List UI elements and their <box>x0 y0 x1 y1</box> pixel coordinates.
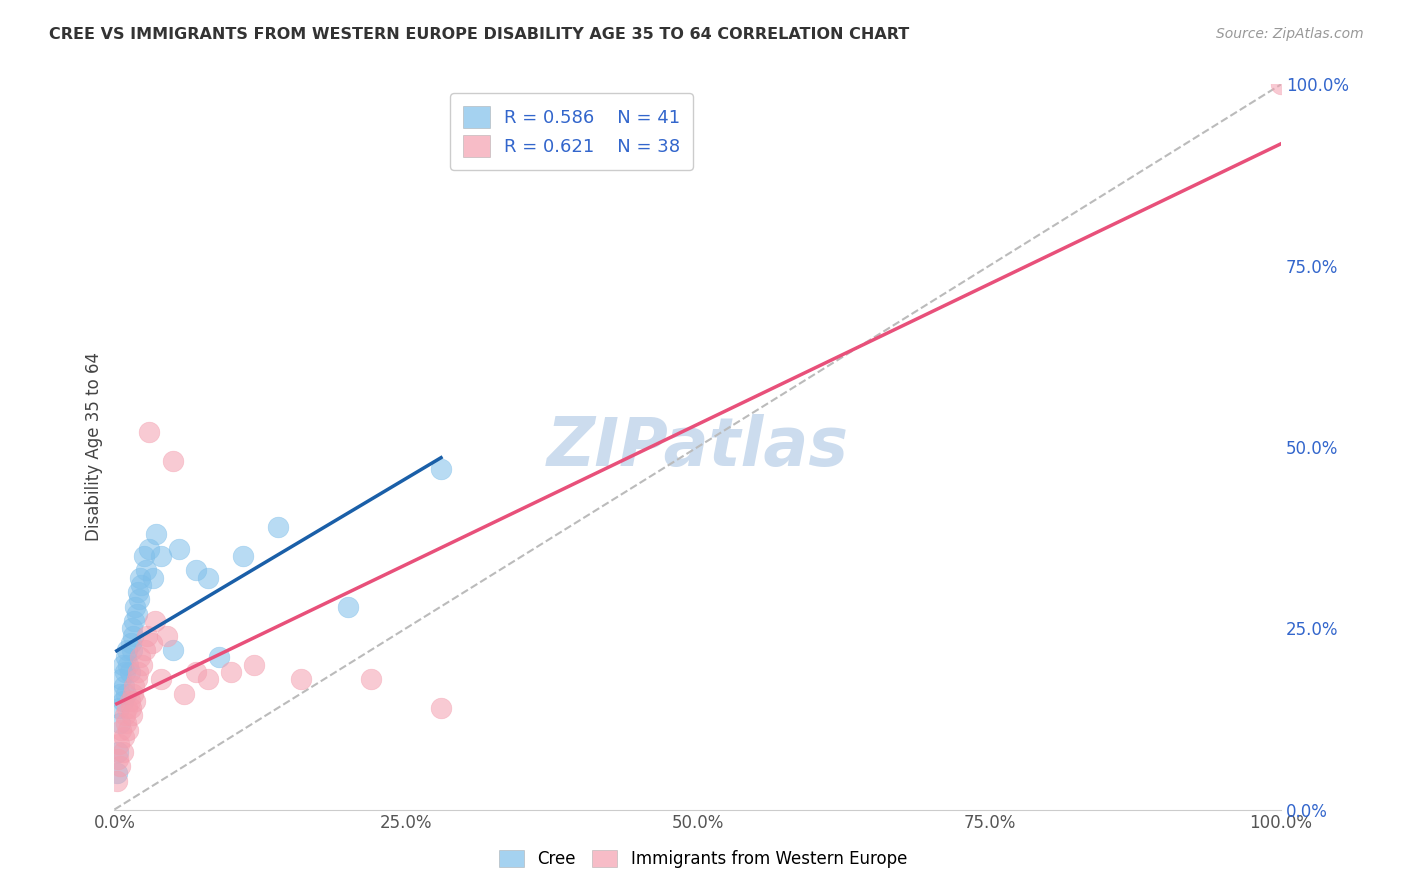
Point <box>131 657 153 672</box>
Point <box>122 614 145 628</box>
Point <box>143 614 166 628</box>
Point <box>156 628 179 642</box>
Point <box>125 607 148 621</box>
Point <box>120 701 142 715</box>
Point <box>162 643 184 657</box>
Point <box>122 686 145 700</box>
Point <box>114 708 136 723</box>
Point <box>105 766 128 780</box>
Point <box>127 585 149 599</box>
Point <box>122 628 145 642</box>
Point <box>430 701 453 715</box>
Point <box>125 672 148 686</box>
Point <box>118 665 141 679</box>
Point <box>1270 78 1292 92</box>
Point <box>114 665 136 679</box>
Point <box>142 570 165 584</box>
Point <box>121 708 143 723</box>
Point <box>145 527 167 541</box>
Point <box>108 737 131 751</box>
Point <box>115 650 138 665</box>
Point <box>122 679 145 693</box>
Y-axis label: Disability Age 35 to 64: Disability Age 35 to 64 <box>86 352 103 541</box>
Point <box>118 694 141 708</box>
Point <box>219 665 242 679</box>
Point <box>184 563 207 577</box>
Point <box>184 665 207 679</box>
Point <box>132 549 155 563</box>
Point <box>124 694 146 708</box>
Point <box>117 657 139 672</box>
Point <box>117 701 139 715</box>
Point <box>150 549 173 563</box>
Point <box>243 657 266 672</box>
Point <box>167 541 190 556</box>
Point <box>108 701 131 715</box>
Point <box>110 715 132 730</box>
Point <box>117 643 139 657</box>
Legend: R = 0.586    N = 41, R = 0.621    N = 38: R = 0.586 N = 41, R = 0.621 N = 38 <box>450 94 693 170</box>
Point <box>127 665 149 679</box>
Point <box>112 679 135 693</box>
Point <box>112 730 135 744</box>
Point <box>134 643 156 657</box>
Point <box>110 672 132 686</box>
Point <box>138 541 160 556</box>
Point <box>162 454 184 468</box>
Point <box>120 636 142 650</box>
Point <box>197 570 219 584</box>
Point <box>150 672 173 686</box>
Point <box>430 461 453 475</box>
Point <box>129 570 152 584</box>
Point <box>111 657 134 672</box>
Point <box>129 578 152 592</box>
Text: CREE VS IMMIGRANTS FROM WESTERN EUROPE DISABILITY AGE 35 TO 64 CORRELATION CHART: CREE VS IMMIGRANTS FROM WESTERN EUROPE D… <box>49 27 910 42</box>
Legend: Cree, Immigrants from Western Europe: Cree, Immigrants from Western Europe <box>492 843 914 875</box>
Point <box>115 686 138 700</box>
Point <box>110 686 132 700</box>
Point <box>336 599 359 614</box>
Point <box>121 621 143 635</box>
Point <box>115 715 138 730</box>
Point <box>360 672 382 686</box>
Point <box>121 643 143 657</box>
Point <box>232 549 254 563</box>
Point <box>107 752 129 766</box>
Text: Source: ZipAtlas.com: Source: ZipAtlas.com <box>1216 27 1364 41</box>
Point <box>129 650 152 665</box>
Point <box>124 599 146 614</box>
Point <box>135 563 157 577</box>
Point <box>141 636 163 650</box>
Point <box>138 425 160 440</box>
Text: ZIPatlas: ZIPatlas <box>547 414 849 480</box>
Point <box>136 628 159 642</box>
Point <box>173 686 195 700</box>
Point <box>128 592 150 607</box>
Point <box>290 672 312 686</box>
Point <box>107 745 129 759</box>
Point <box>110 759 132 773</box>
Point <box>197 672 219 686</box>
Point <box>111 745 134 759</box>
Point <box>208 650 231 665</box>
Point <box>111 694 134 708</box>
Point <box>267 520 290 534</box>
Point <box>117 723 139 737</box>
Point <box>110 723 132 737</box>
Point <box>105 773 128 788</box>
